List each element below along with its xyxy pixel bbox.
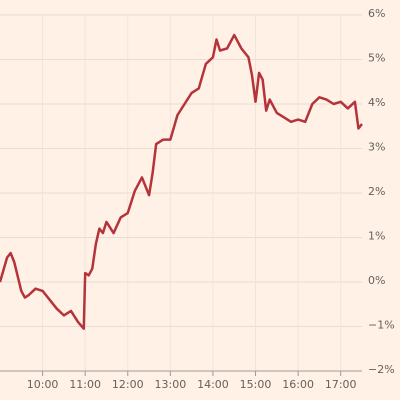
y-tick-label: 6% [368,7,385,20]
y-tick-label: 4% [368,96,385,109]
x-tick-label: 12:00 [112,378,144,391]
y-tick-label: 3% [368,141,385,154]
y-tick-label: −1% [368,319,395,332]
y-tick-label: 1% [368,230,385,243]
x-tick-label: 10:00 [27,378,59,391]
x-tick-label: 11:00 [69,378,101,391]
x-tick-label: 13:00 [155,378,187,391]
y-tick-label: 0% [368,274,385,287]
x-tick-label: 17:00 [325,378,357,391]
y-tick-label: −2% [368,363,395,376]
x-tick-label: 16:00 [282,378,314,391]
y-tick-label: 2% [368,185,385,198]
x-tick-label: 15:00 [240,378,272,391]
price-line [0,33,363,330]
x-tick-label: 14:00 [197,378,229,391]
y-tick-label: 5% [368,52,385,65]
